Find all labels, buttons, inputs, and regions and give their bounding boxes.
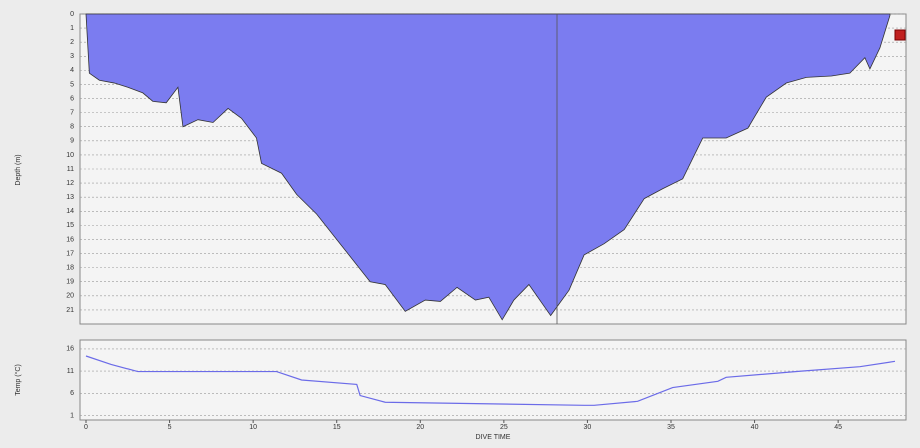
temp-plot [79, 339, 907, 421]
marker-icon[interactable] [894, 29, 906, 41]
depth-area [85, 13, 891, 321]
y-tick-label: 4 [70, 67, 74, 74]
y-tick-label: 17 [66, 250, 74, 257]
y-tick-label: 19 [66, 279, 74, 286]
y-tick-label: 2 [70, 39, 74, 46]
x-tick-label: 35 [667, 424, 675, 431]
y-tick-label: 14 [66, 208, 74, 215]
x-tick-label: 20 [416, 424, 424, 431]
x-tick-label: 45 [834, 424, 842, 431]
temp-axis-label: Temp (°C) [14, 364, 22, 396]
y-tick-label: 12 [66, 180, 74, 187]
x-tick-label: 40 [751, 424, 759, 431]
x-tick-label: 0 [84, 424, 88, 431]
x-tick-label: 15 [333, 424, 341, 431]
y-tick-label: 16 [66, 346, 74, 353]
y-tick-label: 1 [70, 412, 74, 419]
temp-line [85, 355, 896, 406]
x-tick-label: 30 [584, 424, 592, 431]
y-tick-label: 16 [66, 236, 74, 243]
y-tick-label: 20 [66, 293, 74, 300]
y-tick-label: 11 [67, 166, 74, 173]
x-tick-label: 5 [168, 424, 172, 431]
depth-axis-label: Depth (m) [15, 154, 22, 185]
y-tick-label: 15 [66, 222, 74, 229]
y-tick-label: 8 [70, 124, 74, 131]
y-tick-label: 1 [70, 25, 74, 32]
y-tick-label: 13 [66, 194, 74, 201]
x-axis-label: DIVE TIME [476, 434, 511, 441]
y-tick-label: 9 [70, 138, 74, 145]
y-tick-label: 18 [66, 264, 74, 271]
y-tick-label: 7 [70, 109, 74, 116]
y-tick-label: 6 [70, 95, 74, 102]
x-tick-label: 10 [249, 424, 257, 431]
y-tick-label: 5 [70, 81, 74, 88]
marks: 0123456789101112131415161718192021161116… [66, 11, 906, 431]
x-tick-label: 25 [500, 424, 508, 431]
y-tick-label: 10 [66, 152, 74, 159]
y-tick-label: 3 [70, 53, 74, 60]
y-tick-label: 21 [66, 307, 74, 314]
y-tick-label: 0 [70, 11, 74, 18]
y-tick-label: 11 [67, 368, 74, 375]
y-tick-label: 6 [70, 390, 74, 397]
